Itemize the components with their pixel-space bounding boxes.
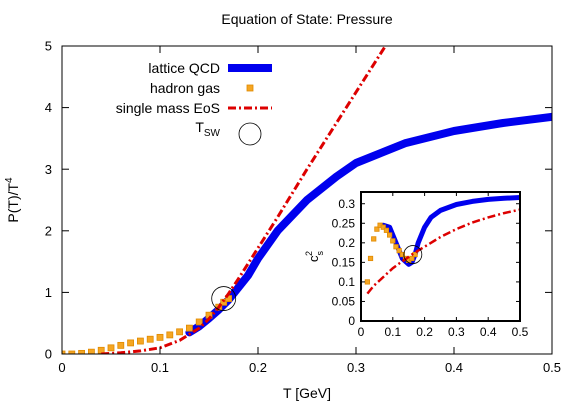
main-hadron-gas-point [88, 348, 95, 354]
inset-y-tick-label: 0.1 [338, 275, 355, 289]
main-x-tick-label: 0.2 [249, 360, 267, 375]
inset-y-tick-label: 0.3 [338, 197, 355, 211]
main-plot-frame [61, 45, 553, 355]
main-hadron-gas-point [146, 335, 154, 343]
inset-hadron-gas-point [380, 224, 386, 230]
legend-swatch-hadron-gas [246, 84, 254, 92]
legend-label-dash-dot: single mass EoS [116, 100, 220, 116]
main-series-group [62, 46, 552, 354]
legend: lattice QCD hadron gas single mass EoS TSW [116, 60, 272, 146]
legend-label-tsw: TSW [195, 119, 220, 139]
inset-plot-frame [360, 191, 521, 322]
legend-label-squares: hadron gas [150, 80, 220, 96]
legend-label-tsw-sub: SW [204, 128, 221, 139]
inset-y-tick-label: 0 [348, 314, 355, 328]
inset-x-tick-label: 0.2 [416, 325, 433, 339]
main-hadron-gas-point [127, 339, 134, 347]
inset-y-tick-label: 0.15 [332, 256, 356, 270]
inset-hadron-gas-point [399, 251, 405, 258]
main-x-tick-label: 0.5 [543, 360, 561, 375]
chart-title: Equation of State: Pressure [221, 11, 392, 27]
inset-x-tick-label: 0.5 [512, 325, 529, 339]
main-hadron-gas-point [107, 344, 115, 352]
inset-hadron-gas-point [390, 238, 396, 244]
main-hadron-gas-point [166, 331, 174, 339]
main-hadron-gas-point [220, 298, 228, 306]
inset-hadron-gas-point [409, 255, 415, 262]
main-tsw-marker [211, 286, 237, 311]
main-hadron-gas-point [185, 324, 193, 332]
inset-x-tick-label: 0.4 [480, 325, 497, 339]
main-hadron-gas-point [195, 318, 203, 326]
main-hadron-gas-point [156, 333, 164, 341]
main-hadron-gas-point [176, 328, 184, 336]
main-y-tick-label: 2 [45, 223, 52, 238]
y-axis-label-text: P(T)/T [5, 183, 21, 223]
inset-x-tick-label: 0.1 [384, 325, 401, 339]
y-axis-label: P(T)/T4 [4, 177, 21, 223]
main-y-tick-label: 5 [45, 39, 52, 54]
main-x-tick-label: 0.3 [347, 360, 365, 375]
inset-hadron-gas-point [371, 236, 377, 242]
main-hadron-gas-point [136, 337, 144, 345]
y-axis-label-sup: 4 [4, 177, 15, 183]
inset-y-axis-label-text: c [306, 255, 321, 262]
main-series-single-mass-eos [101, 46, 387, 354]
inset-hadron-gas-point [383, 227, 390, 233]
main-x-tick-label: 0 [58, 360, 65, 375]
main-y-tick-label: 3 [45, 162, 52, 177]
inset-series-single-mass-eos [366, 208, 520, 295]
x-axis-label: T [GeV] [283, 385, 331, 401]
main-y-tick-label: 1 [45, 285, 52, 300]
inset-y-tick-label: 0.05 [332, 295, 356, 309]
inset-hadron-gas-point [374, 226, 380, 232]
main-y-tick-label: 4 [45, 100, 52, 115]
inset-hadron-gas-point [396, 248, 402, 254]
inset-y-tick-label: 0.2 [338, 236, 355, 250]
legend-label-tsw-main: T [195, 119, 204, 135]
legend-label-thick-line: lattice QCD [148, 60, 220, 76]
inset-hadron-gas-point [393, 244, 399, 250]
inset-hadron-gas-point [367, 255, 374, 262]
inset-x-tick-label: 0.3 [448, 325, 465, 339]
main-y-tick-label: 0 [45, 347, 52, 362]
inset-y-axis-label: cs2 [304, 251, 325, 263]
main-hadron-gas-point [78, 349, 85, 354]
inset-x-tick-label: 0 [358, 325, 365, 339]
inset-y-tick-label: 0.25 [332, 216, 356, 230]
inset-hadron-gas-point [387, 232, 393, 238]
main-x-tick-label: 0.4 [445, 360, 463, 375]
inset-y-axis-label-sup: 2 [304, 251, 314, 256]
legend-swatch-tsw [238, 122, 262, 146]
main-hadron-gas-point [68, 350, 76, 354]
main-hadron-gas-point [62, 350, 66, 354]
inset-y-axis-label-sub: s [315, 251, 325, 256]
main-x-tick-label: 0.1 [151, 360, 169, 375]
main-hadron-gas-point [117, 341, 125, 349]
inset-plot: 0 0.1 0.2 0.3 0.4 0.5 0 0.05 0.1 0.15 0.2 0.25 0.3 cs… [304, 191, 529, 339]
inset-series-group [364, 195, 520, 295]
inset-tsw-marker [403, 245, 423, 264]
inset-hadron-gas-point [364, 279, 370, 285]
main-plot: 0 0.1 0.2 0.3 0.4 0.5 0 1 2 3 4 5 Equation of State:… [4, 11, 561, 401]
